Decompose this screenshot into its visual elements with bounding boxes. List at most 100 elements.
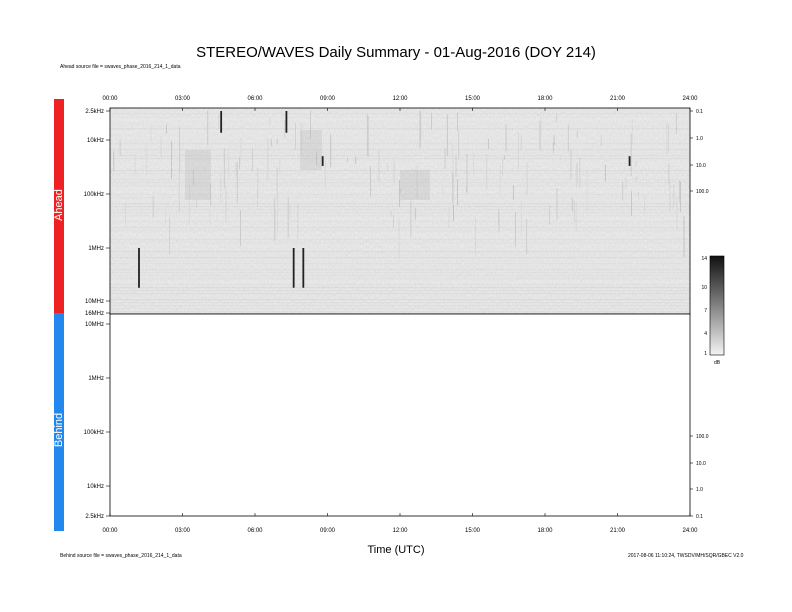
ahead-texture-striation — [444, 148, 446, 170]
ahead-texture-striation — [576, 130, 578, 138]
ahead-texture-striation — [416, 165, 418, 198]
x-tick-label-bottom: 12:00 — [392, 528, 408, 534]
ahead-texture-band — [110, 161, 690, 163]
ahead-texture-striation — [178, 169, 180, 213]
ahead-texture-striation — [390, 210, 392, 217]
ahead-texture-band — [110, 218, 690, 220]
ahead-texture-striation — [637, 191, 639, 197]
ahead-texture-striation — [134, 154, 136, 175]
x-tick-label-top: 06:00 — [247, 96, 263, 102]
ahead-texture-band — [110, 215, 690, 217]
ahead-texture-band — [110, 290, 690, 292]
behind-freq-label: 2.5kHz — [85, 514, 104, 520]
behind-right-label: 1.0 — [696, 487, 703, 493]
x-tick-label-top: 18:00 — [537, 96, 553, 102]
ahead-texture-striation — [257, 168, 259, 199]
ahead-texture-band — [110, 251, 690, 253]
ahead-texture-striation — [520, 200, 522, 237]
behind-freq-label: 10kHz — [87, 484, 104, 490]
ahead-texture-striation — [673, 184, 675, 208]
ahead-texture-band — [110, 305, 690, 307]
ahead-texture-striation — [124, 202, 126, 224]
ahead-texture-striation — [207, 110, 209, 145]
ahead-source-note: Ahead source file = swaves_phase_2016_21… — [60, 64, 181, 70]
ahead-texture-band — [110, 152, 690, 154]
ahead-texture-band — [110, 137, 690, 139]
ahead-texture-band — [110, 128, 690, 130]
ahead-freq-label: 100kHz — [84, 192, 104, 198]
ahead-texture-band — [110, 206, 690, 208]
ahead-texture-striation — [165, 207, 167, 226]
ahead-texture-striation — [502, 158, 504, 176]
ahead-texture-striation — [457, 112, 458, 132]
ahead-texture-band — [110, 236, 690, 238]
behind-right-label: 0.1 — [696, 514, 703, 520]
ahead-texture-striation — [559, 156, 561, 163]
ahead-texture-striation — [310, 110, 311, 140]
ahead-texture-band — [110, 224, 690, 226]
ahead-texture-striation — [160, 136, 162, 159]
x-tick-label-bottom: 09:00 — [320, 528, 336, 534]
ahead-texture-striation — [635, 177, 637, 182]
ahead-texture-striation — [274, 209, 276, 240]
radio-burst — [302, 248, 305, 288]
ahead-texture-striation — [526, 162, 528, 197]
radio-burst — [628, 156, 631, 166]
x-tick-label-bottom: 03:00 — [175, 528, 191, 534]
colorbar-tick-label: 14 — [701, 256, 707, 262]
ahead-texture-band — [110, 266, 690, 268]
ahead-texture-striation — [644, 196, 646, 215]
behind-freq-label: 100kHz — [84, 430, 104, 436]
ahead-texture-band — [110, 131, 690, 133]
behind-right-label: 10.0 — [696, 461, 706, 467]
x-tick-label-top: 12:00 — [392, 96, 408, 102]
ahead-texture-striation — [503, 155, 505, 160]
ahead-texture-striation — [487, 138, 489, 150]
ahead-texture-band — [110, 302, 690, 304]
ahead-texture-band — [110, 275, 690, 277]
ahead-texture-striation — [683, 216, 685, 258]
ahead-texture-striation — [289, 204, 291, 219]
ahead-texture-striation — [270, 138, 272, 147]
ahead-texture-striation — [316, 151, 318, 166]
ahead-texture-striation — [539, 120, 541, 149]
ahead-texture-band — [110, 173, 690, 175]
ahead-texture-striation — [287, 197, 289, 238]
x-tick-label-top: 24:00 — [682, 96, 698, 102]
ahead-texture-striation — [399, 180, 400, 207]
ahead-texture-band — [110, 272, 690, 274]
ahead-texture-band — [110, 281, 690, 283]
ahead-texture-striation — [515, 212, 516, 247]
x-axis-label: Time (UTC) — [367, 544, 425, 556]
ahead-texture-band — [110, 299, 690, 301]
x-tick-label-top: 21:00 — [610, 96, 626, 102]
ahead-texture-striation — [604, 164, 606, 182]
ahead-texture-striation — [441, 186, 443, 194]
ahead-texture-band — [110, 239, 690, 241]
ahead-texture-striation — [146, 145, 148, 175]
ahead-texture-striation — [453, 204, 454, 221]
ahead-texture-striation — [431, 112, 432, 130]
x-tick-label-bottom: 00:00 — [102, 528, 118, 534]
ahead-texture-striation — [556, 188, 558, 221]
ahead-texture-striation — [228, 147, 230, 180]
ahead-texture-striation — [446, 114, 448, 157]
ahead-texture-striation — [284, 120, 286, 139]
ahead-texture-band — [110, 155, 690, 157]
ahead-texture-striation — [540, 112, 542, 152]
ahead-texture-striation — [414, 207, 416, 220]
ahead-texture-striation — [465, 186, 467, 192]
ahead-freq-label: 16MHz — [85, 311, 104, 317]
ahead-texture-striation — [505, 124, 507, 152]
ahead-texture-band — [110, 263, 690, 265]
x-tick-label-top: 00:00 — [102, 96, 118, 102]
ahead-texture-band — [110, 158, 690, 160]
ahead-texture-band — [110, 146, 690, 148]
ahead-texture-striation — [210, 183, 212, 207]
ahead-texture-striation — [399, 188, 401, 193]
ahead-texture-band — [110, 308, 690, 310]
colorbar-tick-label: 10 — [701, 285, 707, 291]
ahead-freq-label: 10kHz — [87, 138, 104, 144]
ahead-texture-striation — [410, 200, 412, 237]
ahead-texture-striation — [347, 157, 349, 162]
